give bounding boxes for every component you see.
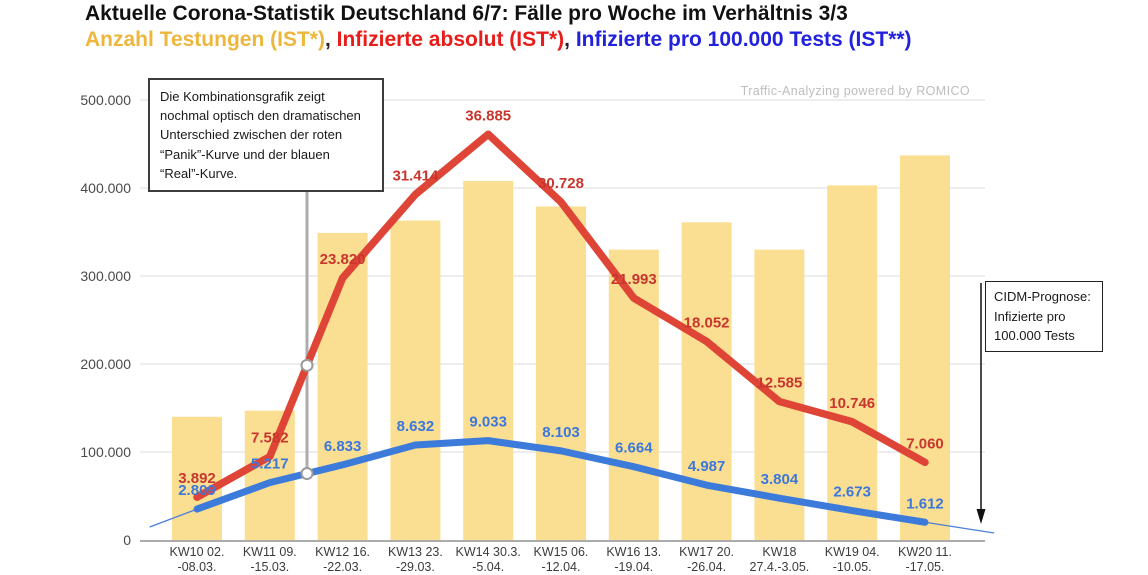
blue-data-label: 1.612 bbox=[906, 495, 944, 512]
legend-subtitle: Anzahl Testungen (IST*), Infizierte abso… bbox=[85, 28, 912, 52]
page-title: Aktuelle Corona-Statistik Deutschland 6/… bbox=[85, 2, 848, 25]
bar bbox=[681, 222, 732, 540]
red-data-label: 21.993 bbox=[611, 271, 657, 288]
x-tick-label: -19.04. bbox=[614, 560, 653, 574]
bar bbox=[754, 249, 805, 540]
annotation-box: Die Kombinationsgrafik zeigt nochmal opt… bbox=[148, 78, 384, 193]
legend-item-infizierte-absolut: Infizierte absolut (IST*) bbox=[336, 28, 565, 51]
x-tick-label: -29.03. bbox=[396, 560, 435, 574]
y-tick-label: 100.000 bbox=[80, 444, 131, 460]
blue-data-label: 8.632 bbox=[397, 418, 435, 435]
red-data-label: 7.060 bbox=[906, 435, 944, 452]
x-tick-label: -10.05. bbox=[833, 560, 872, 574]
blue-data-label: 4.987 bbox=[688, 458, 726, 475]
x-tick-label: -17.05. bbox=[906, 560, 945, 574]
bar bbox=[900, 155, 950, 540]
annotation-marker-circle bbox=[300, 467, 314, 481]
red-data-label: 12.585 bbox=[756, 375, 802, 392]
x-tick-label: KW19 04. bbox=[825, 545, 880, 559]
blue-data-label: 3.804 bbox=[761, 471, 799, 488]
annotation-marker-circle bbox=[300, 358, 314, 372]
x-tick-label: KW17 20. bbox=[679, 545, 734, 559]
red-data-label: 18.052 bbox=[684, 314, 730, 331]
x-tick-label: -08.03. bbox=[178, 560, 217, 574]
red-data-label: 31.414 bbox=[392, 167, 439, 184]
blue-data-label: 8.103 bbox=[542, 424, 580, 441]
red-data-label: 10.746 bbox=[829, 395, 875, 412]
prognosis-arrow-head bbox=[976, 509, 986, 524]
y-tick-label: 200.000 bbox=[80, 356, 131, 372]
x-tick-label: 27.4.-3.05. bbox=[750, 560, 810, 574]
x-tick-label: KW12 16. bbox=[315, 545, 370, 559]
legend-item-testungen: Anzahl Testungen (IST*) bbox=[85, 28, 325, 51]
red-data-label: 30.728 bbox=[538, 175, 584, 192]
blue-data-label: 6.664 bbox=[615, 440, 653, 457]
infected-absolute-line bbox=[193, 130, 929, 501]
red-data-label: 7.582 bbox=[251, 430, 289, 447]
blue-data-label: 9.033 bbox=[469, 414, 507, 431]
x-tick-label: KW14 30.3. bbox=[456, 545, 521, 559]
x-tick-label: KW10 02. bbox=[170, 545, 225, 559]
infected-per-100k-line bbox=[193, 437, 929, 526]
bar bbox=[172, 416, 222, 540]
watermark: Traffic-Analyzing powered by ROMICO bbox=[740, 84, 970, 98]
legend-item-infizierte-pro-100000: Infizierte pro 100.000 Tests (IST**) bbox=[575, 28, 912, 51]
x-tick-label: KW16 13. bbox=[606, 545, 661, 559]
legend-separator: , bbox=[324, 28, 337, 51]
y-tick-label: 300.000 bbox=[80, 268, 131, 284]
x-tick-label: -22.03. bbox=[323, 560, 362, 574]
blue-data-label: 5.217 bbox=[251, 456, 289, 473]
red-data-label: 36.885 bbox=[465, 107, 511, 124]
x-tick-label: -26.04. bbox=[687, 560, 726, 574]
x-tick-label: -5.04. bbox=[472, 560, 504, 574]
prognose-box: CIDM-Prognose: Infizierte pro 100.000 Te… bbox=[985, 281, 1103, 352]
prognosis-extension-line bbox=[924, 521, 995, 534]
x-tick-label: KW11 09. bbox=[243, 545, 297, 559]
bar bbox=[390, 220, 441, 540]
x-tick-label: -15.03. bbox=[250, 560, 289, 574]
red-data-label: 23.820 bbox=[320, 251, 366, 268]
bar bbox=[827, 185, 878, 541]
blue-data-label: 6.833 bbox=[324, 438, 362, 455]
y-tick-label: 400.000 bbox=[80, 180, 131, 196]
red-data-label: 3.892 bbox=[178, 470, 216, 487]
blue-data-label: 2.673 bbox=[833, 484, 871, 501]
y-tick-label: 0 bbox=[123, 532, 131, 548]
blue-data-label: 2.809 bbox=[178, 482, 216, 499]
prognosis-extension-line bbox=[149, 508, 198, 528]
x-tick-label: KW20 11. bbox=[898, 545, 952, 559]
y-tick-label: 500.000 bbox=[80, 92, 131, 108]
bar bbox=[536, 206, 586, 541]
legend-separator: , bbox=[564, 28, 576, 51]
x-tick-label: KW18 bbox=[762, 545, 796, 559]
x-tick-label: KW13 23. bbox=[388, 545, 443, 559]
bar bbox=[463, 180, 514, 540]
x-tick-label: -12.04. bbox=[542, 560, 581, 574]
x-tick-label: KW15 06. bbox=[534, 545, 589, 559]
